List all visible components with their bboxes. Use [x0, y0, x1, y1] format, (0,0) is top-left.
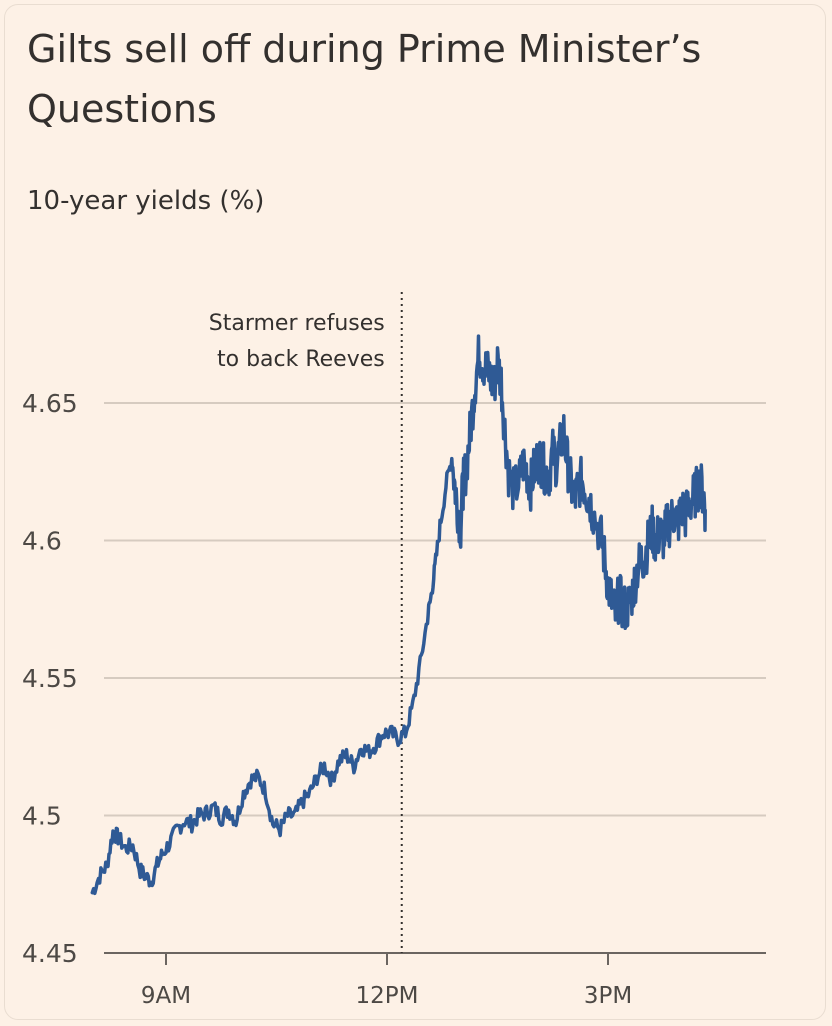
annotation: Starmer refuses to back Reeves — [209, 292, 403, 953]
annotation-label: to back Reeves — [217, 347, 385, 372]
y-tick-labels: 4.45 4.5 4.55 4.6 4.65 — [22, 389, 78, 968]
y-tick-label: 4.6 — [22, 527, 62, 556]
y-tick-label: 4.65 — [22, 389, 78, 418]
grid-lines — [104, 402, 766, 817]
annotation-label: Starmer refuses — [209, 311, 385, 336]
x-tick-label: 12PM — [356, 983, 419, 1009]
x-axis: 9AM 12PM 3PM — [104, 952, 766, 1009]
chart-title: Gilts sell off during Prime Minister’s Q… — [27, 27, 702, 131]
series — [90, 334, 707, 896]
y-tick-label: 4.5 — [22, 802, 62, 831]
x-tick-label: 9AM — [141, 983, 191, 1009]
series-line — [90, 334, 707, 896]
x-tick-label: 3PM — [584, 983, 632, 1009]
chart-subtitle: 10-year yields (%) — [27, 186, 265, 216]
y-tick-label: 4.45 — [22, 939, 78, 968]
y-tick-label: 4.55 — [22, 664, 78, 693]
